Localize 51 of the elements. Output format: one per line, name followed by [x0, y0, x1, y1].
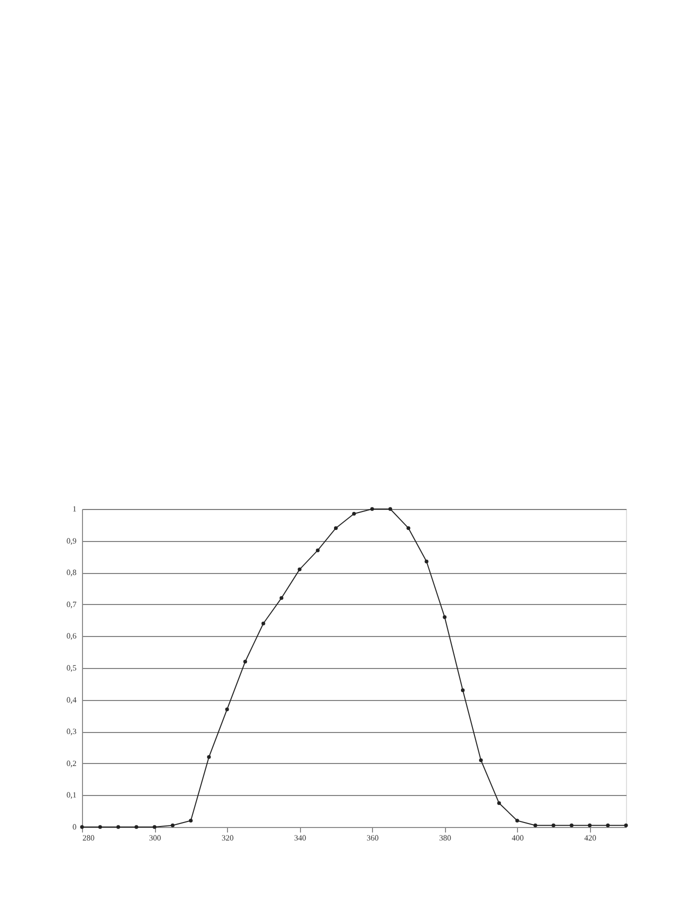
point: [316, 548, 320, 552]
x-tick-label: 280: [82, 834, 94, 842]
point: [442, 615, 447, 619]
point: [624, 824, 628, 828]
point: [588, 824, 592, 828]
point: [152, 825, 156, 829]
x-tick-label: 400: [512, 834, 524, 842]
x-tick-label: 380: [439, 834, 452, 842]
y-tick-label: 0,9: [66, 536, 76, 546]
y-tick-label: 0,8: [66, 568, 76, 578]
point: [479, 758, 483, 762]
y-tick-label: 0,7: [66, 600, 76, 609]
point: [207, 755, 211, 759]
y-tick-label: 0,4: [66, 695, 76, 704]
point: [280, 596, 284, 600]
point: [352, 512, 356, 516]
point: [98, 825, 102, 829]
line-series: [80, 507, 628, 829]
point: [606, 824, 610, 828]
y-tick-label: 0,1: [66, 790, 76, 800]
y-tick-label: 0,6: [66, 632, 76, 641]
point: [334, 526, 338, 530]
point: [243, 660, 248, 664]
y-tick-label: 0,3: [66, 727, 76, 736]
point: [225, 707, 229, 712]
point: [188, 818, 193, 823]
point: [497, 801, 501, 806]
point: [370, 507, 374, 511]
point: [298, 568, 302, 572]
point: [170, 824, 175, 828]
x-tick-label: 340: [294, 834, 306, 842]
point: [80, 825, 84, 829]
point: [134, 825, 138, 829]
point: [533, 824, 538, 828]
x-tick-label: 420: [584, 834, 596, 842]
point: [261, 622, 266, 626]
y-tick-label: 0,2: [66, 758, 76, 768]
point: [570, 824, 574, 828]
point: [388, 507, 392, 511]
x-tick-label: 320: [222, 834, 234, 842]
y-tick-label: 0,5: [66, 664, 76, 672]
y-tick-label: 1: [72, 504, 76, 514]
y-tick-label: 0: [72, 822, 76, 832]
point: [515, 818, 520, 823]
x-tick-label: 300: [149, 834, 162, 842]
x-tick-label: 360: [366, 834, 379, 842]
point: [552, 824, 556, 828]
point: [116, 825, 120, 829]
point: [406, 526, 410, 530]
point: [460, 688, 465, 692]
point: [424, 560, 428, 564]
